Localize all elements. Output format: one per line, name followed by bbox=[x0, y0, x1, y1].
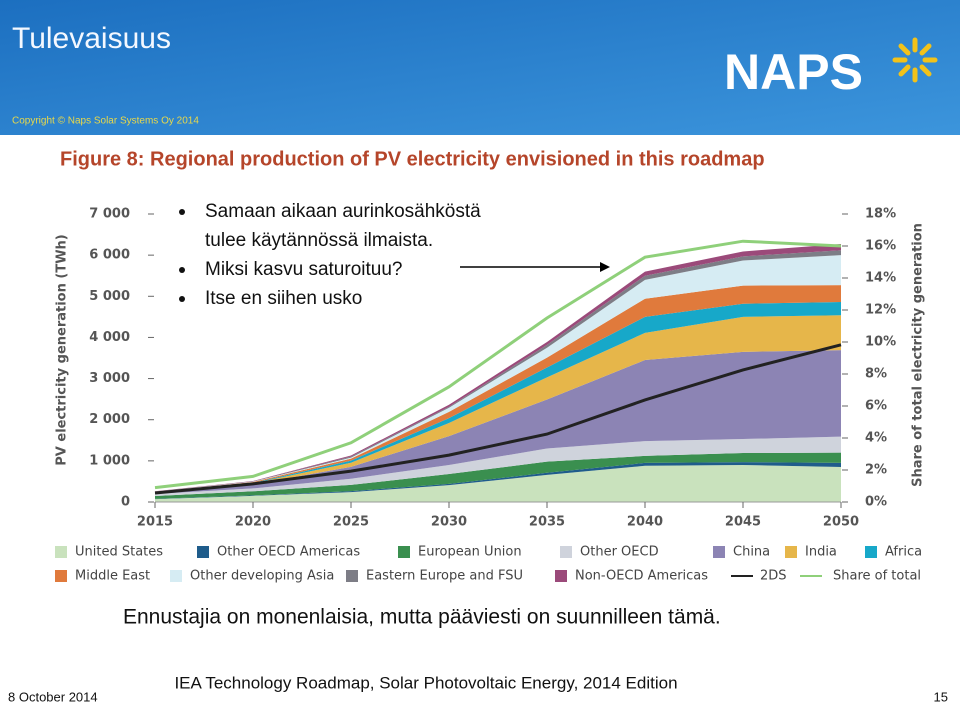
legend-swatch bbox=[785, 546, 797, 558]
legend-swatch bbox=[555, 570, 567, 582]
legend-swatch bbox=[865, 546, 877, 558]
legend-swatch bbox=[55, 546, 67, 558]
y2-tick-label: 0% bbox=[865, 495, 887, 510]
y-tick-label: 0 bbox=[121, 495, 130, 510]
y-tick-label: 4 000 bbox=[89, 330, 130, 345]
bullet-text: Miksi kasvu saturoituu? bbox=[205, 259, 402, 280]
header-band bbox=[0, 0, 960, 135]
y2-tick-label: 16% bbox=[865, 239, 896, 254]
x-tick-label: 2020 bbox=[235, 515, 271, 530]
y-axis-title: PV electricity generation (TWh) bbox=[55, 234, 70, 465]
legend-label: Africa bbox=[885, 545, 922, 560]
line bbox=[154, 239, 842, 490]
legend: United States Other OECD Americas European… bbox=[55, 545, 922, 584]
legend-swatch bbox=[398, 546, 410, 558]
bullet bbox=[179, 267, 185, 273]
x-tick-label: 2035 bbox=[529, 515, 565, 530]
bullet-text: Itse en siihen usko bbox=[205, 288, 362, 309]
bullet bbox=[179, 209, 185, 215]
overlay-box bbox=[165, 196, 460, 318]
legend-swatch bbox=[170, 570, 182, 582]
legend-swatch bbox=[55, 570, 67, 582]
legend-swatch bbox=[197, 546, 209, 558]
y-tick-label: 6 000 bbox=[89, 248, 130, 263]
area bbox=[155, 464, 841, 502]
y-tick-label: 1 000 bbox=[89, 453, 130, 468]
source: IEA Technology Roadmap, Solar Photovolta… bbox=[174, 673, 677, 692]
y2-tick-label: 8% bbox=[865, 367, 887, 382]
legend-swatch bbox=[346, 570, 358, 582]
bullet bbox=[179, 296, 185, 302]
legend-label: Non-OECD Americas bbox=[575, 569, 708, 584]
legend-label: Eastern Europe and FSU bbox=[366, 569, 523, 584]
area bbox=[155, 350, 841, 494]
y2-tick-label: 12% bbox=[865, 303, 896, 318]
x-tick-label: 2030 bbox=[431, 515, 467, 530]
page-number: 15 bbox=[934, 689, 948, 704]
y2-axis-title: Share of total electricity generation bbox=[911, 223, 926, 487]
logo: NAPS bbox=[724, 44, 863, 100]
legend-swatch bbox=[560, 546, 572, 558]
legend-label: 2DS bbox=[760, 569, 787, 584]
logo-star bbox=[892, 37, 938, 83]
area bbox=[155, 315, 841, 493]
figure-title: Figure 8: Regional production of PV elec… bbox=[60, 148, 765, 170]
area bbox=[155, 302, 841, 493]
bullet-text: tulee käytännössä ilmaista. bbox=[205, 230, 433, 251]
x-tick-label: 2025 bbox=[333, 515, 369, 530]
y2-tick-label: 14% bbox=[865, 271, 896, 286]
x-tick-label: 2050 bbox=[823, 515, 859, 530]
copyright: Copyright © Naps Solar Systems Oy 2014 bbox=[12, 116, 199, 127]
legend-label: European Union bbox=[418, 545, 522, 560]
legend-swatch bbox=[713, 546, 725, 558]
plot: 0 1 000 2 000 3 000 4 000 5 000 6 000 7 000 0% 2%… bbox=[89, 207, 896, 530]
y-tick-label: 3 000 bbox=[89, 371, 130, 386]
overlay-text: Samaan aikaan aurinkosähköstä tulee käytä… bbox=[179, 201, 481, 309]
legend-label: China bbox=[733, 545, 770, 560]
legend-label: India bbox=[805, 545, 837, 560]
arrow-head bbox=[600, 262, 610, 272]
area bbox=[155, 452, 841, 499]
line bbox=[154, 343, 842, 495]
legend-label: Share of total bbox=[833, 569, 921, 584]
y2-tick-label: 2% bbox=[865, 463, 887, 478]
y-tick-label: 5 000 bbox=[89, 289, 130, 304]
y-tick-label: 2 000 bbox=[89, 412, 130, 427]
y2-tick-label: 10% bbox=[865, 335, 896, 350]
y2-tick-label: 4% bbox=[865, 431, 887, 446]
y2-tick-label: 6% bbox=[865, 399, 887, 414]
slide-title: Tulevaisuus bbox=[12, 22, 171, 55]
y-tick-label: 7 000 bbox=[89, 207, 130, 222]
area bbox=[155, 255, 841, 492]
caption: Ennustajia on monenlaisia, mutta päävies… bbox=[123, 606, 721, 629]
legend-label: United States bbox=[75, 545, 163, 560]
legend-label: Other OECD bbox=[580, 545, 659, 560]
x-tick-label: 2015 bbox=[137, 515, 173, 530]
bullet-text: Samaan aikaan aurinkosähköstä bbox=[205, 201, 481, 222]
area bbox=[155, 285, 841, 493]
legend-label: Middle East bbox=[75, 569, 150, 584]
x-tick-label: 2045 bbox=[725, 515, 761, 530]
x-tick-label: 2040 bbox=[627, 515, 663, 530]
date: 8 October 2014 bbox=[8, 689, 98, 704]
legend-label: Other OECD Americas bbox=[217, 545, 360, 560]
legend-label: Other developing Asia bbox=[190, 569, 334, 584]
y2-tick-label: 18% bbox=[865, 207, 896, 222]
